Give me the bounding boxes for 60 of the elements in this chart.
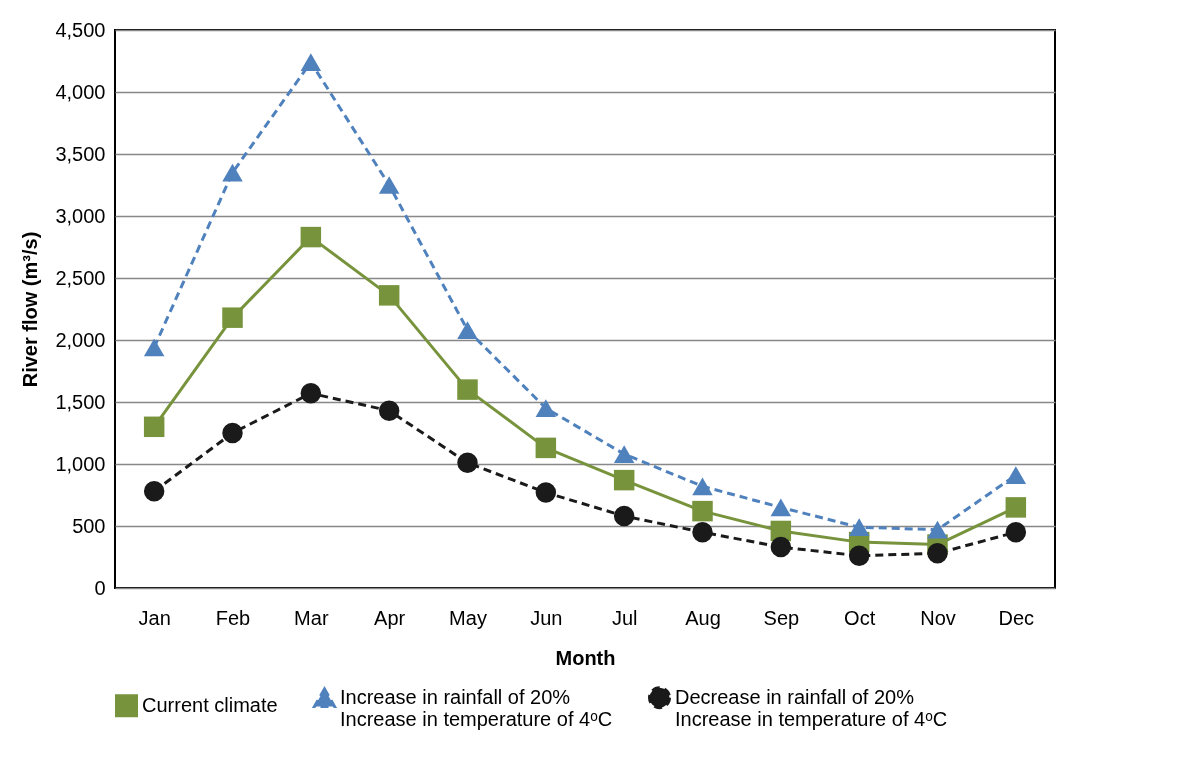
x-tick-label: Feb [215,606,251,629]
point [927,520,948,539]
point [222,422,243,444]
x-tick-label: Nov [920,606,956,629]
point [692,477,713,496]
y-tick-label: 2,500 [55,266,106,289]
point [848,518,870,537]
point [300,383,322,404]
point [143,416,165,438]
y-tick-label: 4,500 [55,18,106,41]
y-tick-label: 1,500 [55,390,106,413]
legend-label: Decrease in rainfall of 20% Increase in temperature of 4ᵒC [675,685,948,730]
point [378,176,400,194]
x-tick-label: Sep [763,606,800,629]
point [378,285,400,306]
x-tick-label: Aug [685,606,721,629]
y-tick-label: 3,500 [55,142,106,165]
point [613,445,635,463]
y-tick-label: 0 [94,576,106,599]
point [222,307,243,328]
x-axis-title: Month [555,646,616,669]
x-tick-label: Mar [294,606,329,629]
x-tick-label: May [449,606,487,629]
point [692,521,713,543]
x-tick-label: Oct [844,606,876,629]
point [770,536,792,558]
point [613,469,635,491]
point [535,399,557,418]
point [692,500,713,522]
point [457,379,478,400]
x-tick-label: Apr [374,606,406,629]
y-tick-label: 2,000 [55,328,106,351]
x-tick-label: Jul [611,606,638,629]
point [848,545,870,566]
y-axis-title: River flow (m³/s) [19,231,42,388]
y-tick-label: 4,000 [55,80,106,103]
point [143,338,165,357]
y-tick-label: 1,000 [55,452,106,475]
point [300,53,322,72]
point [770,498,792,517]
y-tick-label: 500 [72,514,106,537]
point [222,163,243,182]
point [457,452,478,473]
point [535,482,557,503]
point [378,400,400,421]
point [300,226,322,248]
point [1005,521,1027,543]
point [1005,497,1027,518]
y-tick-label: 3,000 [55,204,106,227]
point [143,481,165,502]
point [457,321,478,339]
point [613,505,635,527]
legend-label: Current climate [142,693,278,716]
point [927,543,948,564]
x-tick-label: Dec [998,606,1035,629]
legend-label: Increase in rainfall of 20% Increase in temperature of 4ᵒC [340,685,613,730]
x-tick-label: Jan [138,606,171,629]
point [1005,466,1027,485]
x-tick-label: Jun [530,606,563,629]
point [535,437,557,459]
